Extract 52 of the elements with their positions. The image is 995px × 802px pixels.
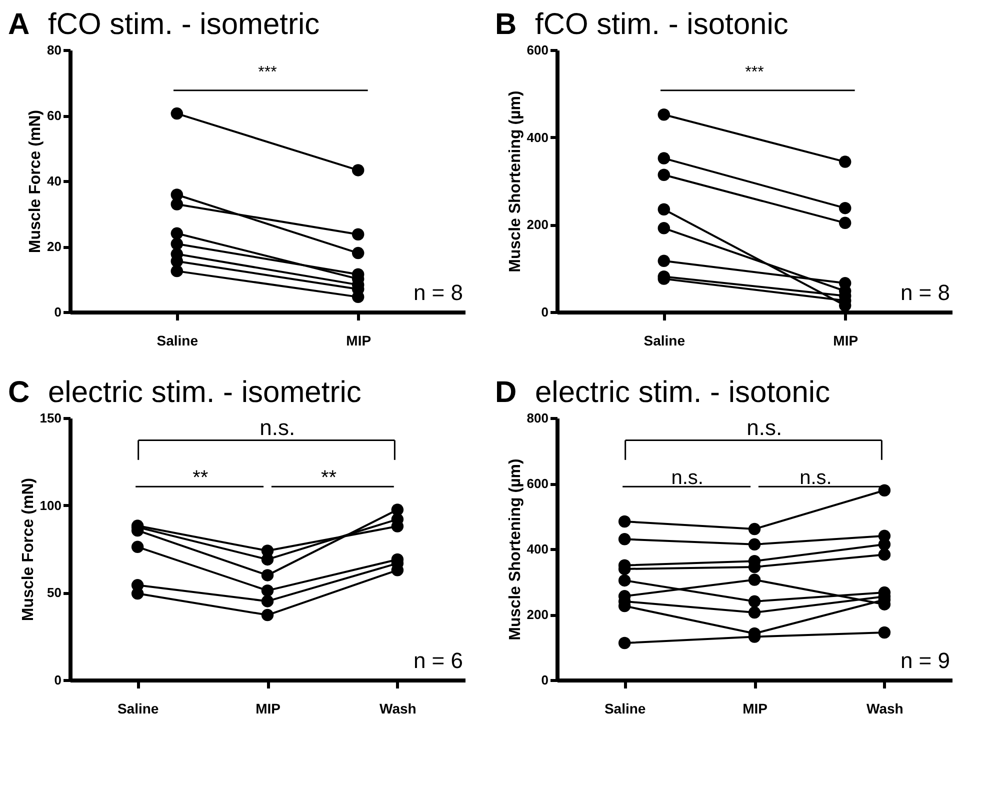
y-tick-label: 150 <box>40 410 62 426</box>
y-tick-label: 50 <box>47 585 62 600</box>
y-tick-label: 40 <box>47 174 62 188</box>
x-tick-label: Wash <box>380 700 416 716</box>
x-tick-label: MIP <box>346 332 372 348</box>
y-tick-label: 800 <box>526 410 548 426</box>
text: B <box>495 8 517 41</box>
chart-title: fCO stim. - isotonic <box>535 8 788 41</box>
chart-title: fCO stim. - isometric <box>48 8 320 41</box>
y-tick-label: 200 <box>526 607 548 622</box>
chart-title: electric stim. - isotonic <box>535 376 830 409</box>
x-tick-label: Wash <box>866 700 904 716</box>
annotation: n = 9 <box>900 648 950 673</box>
annotation: n = 8 <box>900 280 950 305</box>
annotation: ** <box>320 467 337 489</box>
x-tick-label: Saline <box>156 332 198 348</box>
y-tick-label: 0 <box>54 304 62 320</box>
x-tick-label: MIP <box>256 700 280 716</box>
y-tick-label: 0 <box>541 304 548 320</box>
annotation: n.s. <box>671 467 704 489</box>
x-tick-label: MIP <box>742 700 768 716</box>
x-tick-label: MIP <box>833 332 858 348</box>
x-tick-label: Saline <box>117 700 159 716</box>
y-axis-title: Muscle Force (mN) <box>27 110 44 254</box>
y-tick-label: 400 <box>526 542 548 556</box>
annotation: n.s. <box>260 415 296 440</box>
chart-title: electric stim. - isometric <box>48 376 362 409</box>
y-tick-label: 60 <box>47 108 62 123</box>
annotation: *** <box>745 64 764 81</box>
annotation: *** <box>258 64 277 81</box>
y-tick-label: 200 <box>526 217 548 232</box>
y-tick-label: 0 <box>541 672 548 688</box>
x-tick-label: Saline <box>644 332 686 348</box>
text: A <box>8 8 30 41</box>
y-tick-label: 600 <box>526 42 548 58</box>
y-axis-title: Muscle Shortening (µm) <box>506 458 524 640</box>
annotation: n = 6 <box>413 648 463 673</box>
y-tick-label: 600 <box>526 476 548 491</box>
y-tick-label: 100 <box>40 498 62 513</box>
y-tick-label: 0 <box>54 672 62 688</box>
y-axis-title: Muscle Force (mN) <box>20 478 37 622</box>
y-axis-title: Muscle Shortening (µm) <box>506 90 524 272</box>
y-tick-label: 80 <box>47 42 62 58</box>
text: C <box>8 376 30 409</box>
annotation: ** <box>192 467 208 489</box>
annotation: n.s. <box>800 467 832 489</box>
x-tick-label: Saline <box>604 700 646 716</box>
y-tick-label: 20 <box>47 239 62 254</box>
y-tick-label: 400 <box>526 130 548 145</box>
annotation: n = 8 <box>413 280 463 305</box>
text: D <box>495 376 517 409</box>
annotation: n.s. <box>746 415 782 440</box>
